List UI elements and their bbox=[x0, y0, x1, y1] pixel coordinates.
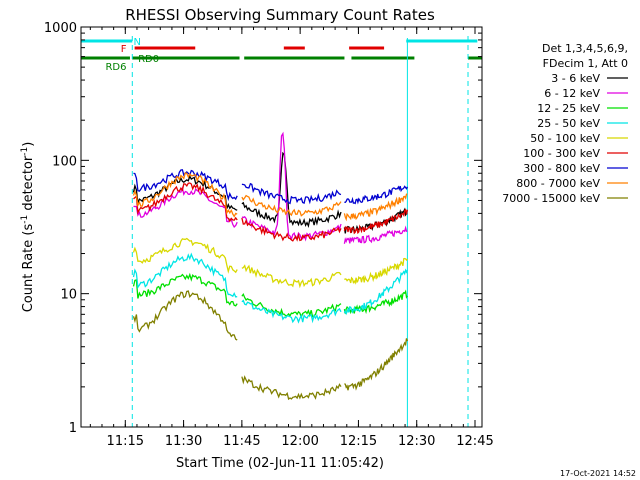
flag-label-f: F bbox=[121, 44, 127, 55]
legend-entry-label: 3 - 6 keV bbox=[551, 72, 600, 85]
chart-title: RHESSI Observing Summary Count Rates bbox=[125, 6, 435, 24]
y-axis-label-sup2: -1 bbox=[20, 147, 30, 156]
observing-flags: NF RD0 RD6 bbox=[81, 37, 482, 73]
legend-entry-label: 12 - 25 keV bbox=[537, 102, 600, 115]
legend-entry-label: 300 - 800 keV bbox=[523, 162, 600, 175]
y-tick-label: 100 bbox=[52, 154, 77, 169]
y-tick-label: 10 bbox=[60, 288, 77, 303]
y-axis-label-main: Count Rate (s bbox=[21, 224, 36, 313]
flag-label-rd6: RD6 bbox=[105, 62, 126, 73]
y-axis-label: Count Rate (s-1 detector-1) bbox=[20, 142, 36, 313]
y-axis-label-rest: detector bbox=[21, 155, 36, 215]
legend-entry-label: 50 - 100 keV bbox=[530, 132, 600, 145]
y-axis-label-close: ) bbox=[21, 142, 36, 147]
legend-entry-label: 100 - 300 keV bbox=[523, 147, 600, 160]
x-axis-label: Start Time (02-Jun-11 11:05:42) bbox=[176, 456, 384, 471]
legend: Det 1,3,4,5,6,9, FDecim 1, Att 0 3 - 6 keV… bbox=[502, 42, 628, 205]
series-line-100-300-kev bbox=[133, 182, 409, 242]
x-tick-label: 12:15 bbox=[340, 434, 377, 449]
legend-entry-label: 25 - 50 keV bbox=[537, 117, 600, 130]
x-tick-label: 11:45 bbox=[223, 434, 260, 449]
legend-entry-label: 7000 - 15000 keV bbox=[502, 192, 600, 205]
series-line-7000-15000-kev bbox=[132, 290, 409, 401]
series-line-25-50-kev bbox=[132, 252, 409, 324]
x-tick-label: 11:30 bbox=[165, 434, 202, 449]
timestamp: 17-Oct-2021 14:52 bbox=[560, 469, 636, 478]
series-line-800-7000-kev bbox=[132, 172, 408, 222]
series-line-12-25-kev bbox=[132, 272, 408, 319]
series-line-50-100-kev bbox=[132, 237, 408, 289]
legend-header-line: FDecim 1, Att 0 bbox=[543, 57, 628, 70]
plot-frame bbox=[80, 26, 483, 428]
legend-header-line: Det 1,3,4,5,6,9, bbox=[542, 42, 628, 55]
legend-entry-label: 6 - 12 keV bbox=[544, 87, 600, 100]
y-tick-label: 1 bbox=[69, 421, 77, 436]
y-tick-label: 1000 bbox=[44, 21, 77, 36]
legend-entry-label: 800 - 7000 keV bbox=[516, 177, 600, 190]
x-tick-label: 12:00 bbox=[281, 434, 318, 449]
x-tick-label: 11:15 bbox=[107, 434, 144, 449]
x-tick-label: 12:45 bbox=[456, 434, 493, 449]
x-tick-label: 12:30 bbox=[398, 434, 435, 449]
flag-label-rd0: RD0 bbox=[138, 54, 159, 65]
series-curves bbox=[132, 131, 409, 401]
series-line-300-800-kev bbox=[133, 169, 408, 205]
flag-label-n: N bbox=[133, 37, 140, 48]
y-axis-label-sup: -1 bbox=[20, 215, 30, 224]
axis-ticks: 11:15 11:30 11:45 12:00 12:15 12:30 12:45 1 10 10… bbox=[44, 21, 494, 449]
